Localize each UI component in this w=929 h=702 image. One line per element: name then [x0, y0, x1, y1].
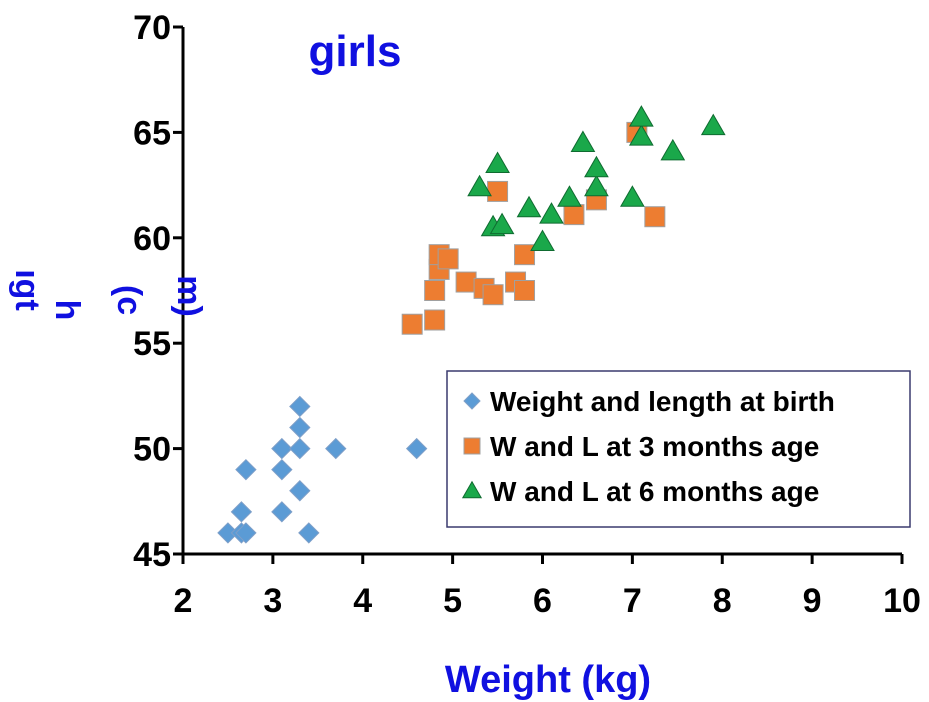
- x-tick-label: 7: [623, 582, 642, 620]
- series-square: [401, 121, 666, 335]
- data-point-diamond: [298, 522, 320, 544]
- data-points: [217, 105, 726, 544]
- data-point-triangle: [489, 212, 515, 235]
- y-tick-label: 70: [133, 9, 171, 47]
- series-diamond: [217, 395, 428, 544]
- y-tick-label: 50: [133, 431, 171, 469]
- data-point-triangle: [628, 105, 654, 127]
- x-tick-label: 8: [713, 582, 732, 620]
- x-tick-label: 6: [533, 582, 552, 620]
- y-axis-label-fragment: m): [170, 275, 208, 317]
- data-point-square: [424, 309, 446, 331]
- legend-item: W and L at 3 months age: [463, 431, 819, 462]
- data-point-square: [644, 206, 666, 228]
- data-point-square: [482, 284, 504, 306]
- triangle-marker: [461, 480, 483, 499]
- data-point-triangle: [530, 229, 555, 252]
- square-marker: [463, 437, 481, 455]
- data-point-square: [401, 313, 423, 335]
- data-point-diamond: [271, 437, 293, 460]
- data-point-triangle: [539, 202, 564, 224]
- data-point-square: [563, 204, 585, 226]
- data-point-diamond: [271, 501, 293, 523]
- data-point-diamond: [405, 437, 428, 460]
- data-point-square: [514, 280, 536, 301]
- legend: Weight and length at birth W and L at 3 m…: [446, 370, 911, 528]
- data-point-diamond: [289, 395, 311, 418]
- data-point-diamond: [235, 458, 257, 481]
- data-point-square: [424, 280, 446, 301]
- data-point-triangle: [570, 130, 596, 152]
- x-tick-label: 4: [353, 582, 372, 620]
- legend-label: Weight and length at birth: [490, 386, 835, 417]
- x-tick-label: 5: [443, 582, 462, 620]
- legend-label: W and L at 6 months age: [490, 476, 819, 507]
- data-point-diamond: [235, 522, 257, 544]
- legend-item: Weight and length at birth: [463, 386, 835, 417]
- data-point-triangle: [700, 113, 726, 136]
- x-tick-label: 9: [803, 582, 822, 620]
- data-point-diamond: [289, 437, 311, 460]
- y-tick-label: 60: [133, 220, 171, 258]
- data-point-triangle: [660, 138, 686, 161]
- data-point-square: [437, 248, 459, 270]
- data-point-triangle: [516, 195, 542, 218]
- y-tick-label: 55: [133, 325, 171, 363]
- y-tick-label: 65: [133, 114, 171, 152]
- data-point-triangle: [584, 174, 609, 197]
- y-axis-label: ıgt h (c m): [8, 269, 208, 320]
- data-point-diamond: [325, 437, 347, 460]
- data-point-square: [514, 244, 536, 266]
- y-axis-label-fragment: (c: [110, 285, 148, 315]
- data-point-diamond: [230, 501, 253, 523]
- x-axis-label: Weight (kg): [445, 659, 651, 701]
- data-point-diamond: [289, 416, 311, 439]
- y-axis-label-fragment: ıgt: [8, 269, 46, 311]
- x-tick-label: 2: [174, 582, 193, 620]
- axes: [173, 25, 904, 564]
- series-triangle: [467, 105, 726, 252]
- data-point-diamond: [271, 458, 293, 481]
- x-tick-label: 3: [263, 582, 282, 620]
- data-point-triangle: [628, 124, 654, 146]
- y-axis-label-fragment: h: [48, 300, 86, 321]
- data-point-square: [455, 271, 477, 293]
- data-point-diamond: [289, 480, 311, 502]
- diamond-marker: [463, 392, 481, 410]
- x-tick-label: 10: [883, 582, 921, 620]
- y-tick-label: 45: [133, 536, 171, 574]
- data-point-triangle: [620, 185, 645, 207]
- data-point-triangle: [467, 174, 492, 197]
- chart-title: girls: [309, 27, 402, 76]
- data-point-triangle: [557, 185, 582, 207]
- data-point-triangle: [584, 155, 609, 178]
- legend-item: W and L at 6 months age: [461, 476, 819, 507]
- data-point-square: [487, 180, 509, 202]
- legend-box: [446, 370, 911, 528]
- data-point-triangle: [485, 151, 510, 174]
- legend-label: W and L at 3 months age: [490, 431, 819, 462]
